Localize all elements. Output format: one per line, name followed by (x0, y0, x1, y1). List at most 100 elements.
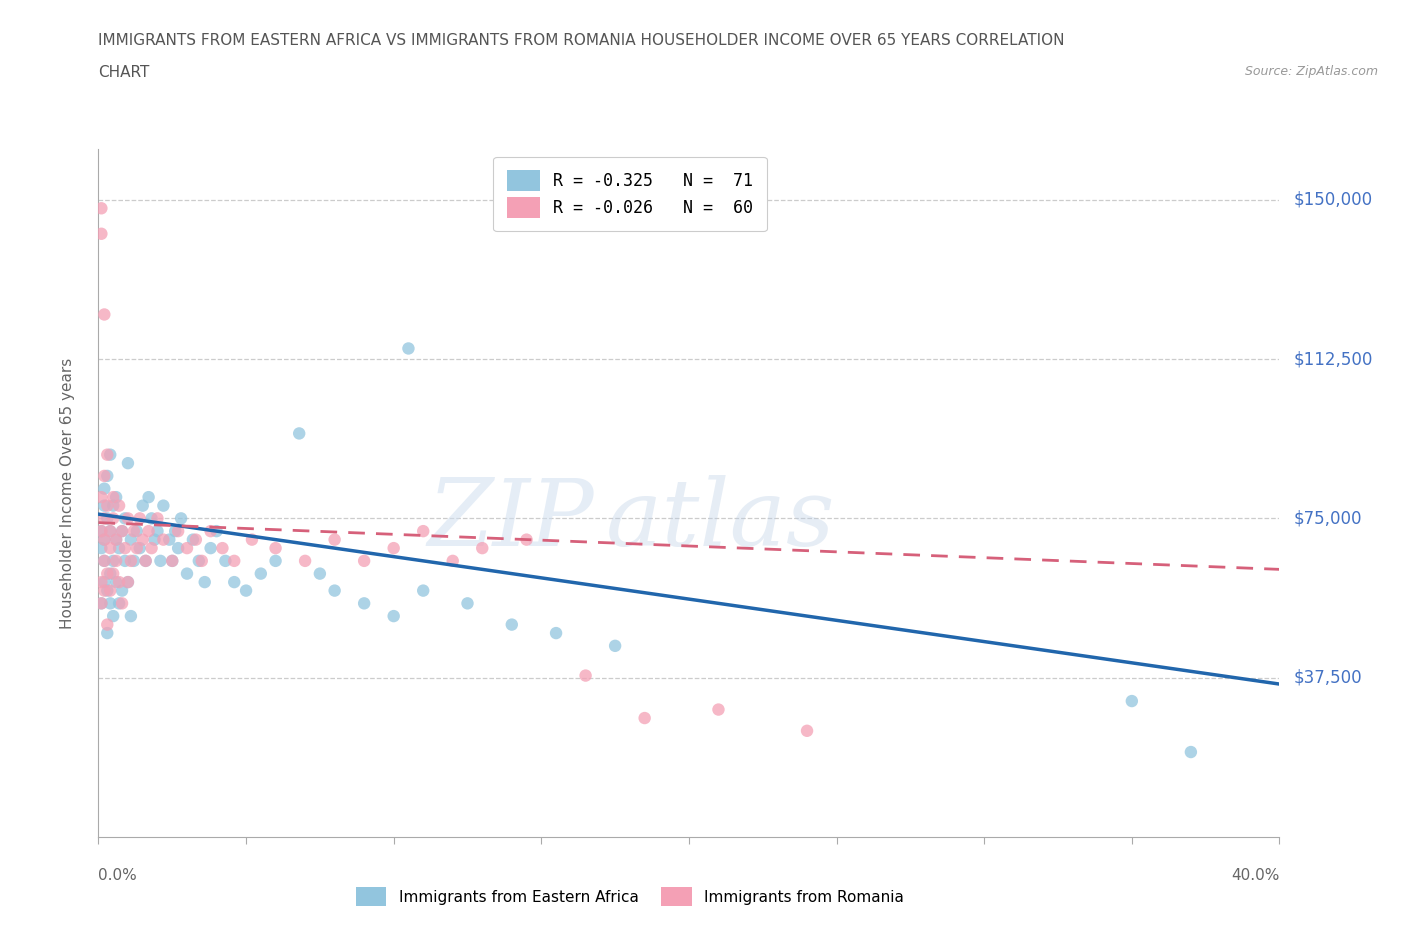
Text: CHART: CHART (98, 65, 150, 80)
Point (211, 540, 233, 555)
Point (138, 524, 160, 538)
Point (105, 553, 128, 568)
Point (205, 524, 228, 538)
Text: $150,000: $150,000 (1294, 191, 1372, 208)
Point (98, 524, 121, 538)
Point (323, 583, 346, 598)
Point (170, 511, 193, 525)
Point (114, 553, 136, 568)
Point (98, 447, 121, 462)
Point (125, 540, 148, 555)
Point (108, 575, 131, 590)
Point (98, 540, 121, 555)
Point (194, 575, 217, 590)
Point (93, 307, 115, 322)
Text: $112,500: $112,500 (1294, 350, 1372, 368)
Point (264, 540, 287, 555)
Point (162, 553, 183, 568)
Point (96, 566, 118, 581)
Point (105, 490, 128, 505)
Point (396, 341, 419, 356)
Point (117, 575, 139, 590)
Point (353, 553, 375, 568)
Point (93, 481, 115, 496)
Point (111, 524, 134, 538)
Point (382, 540, 405, 555)
Point (796, 724, 818, 738)
Point (132, 498, 155, 513)
Point (96, 511, 118, 525)
Point (138, 490, 160, 505)
Point (90, 201, 112, 216)
Point (111, 596, 134, 611)
Point (605, 638, 627, 653)
Point (90, 226, 112, 241)
Point (1121, 694, 1143, 709)
Point (471, 540, 494, 555)
Point (96, 447, 118, 462)
Point (141, 540, 163, 555)
Point (90, 524, 112, 538)
Point (128, 511, 150, 525)
Text: Source: ZipAtlas.com: Source: ZipAtlas.com (1244, 65, 1378, 78)
Point (96, 498, 118, 513)
Point (309, 566, 332, 581)
Point (288, 426, 311, 441)
Point (141, 511, 163, 525)
Point (120, 532, 142, 547)
Point (114, 540, 136, 555)
Text: ZIP: ZIP (427, 475, 595, 565)
Point (90, 540, 112, 555)
Text: atlas: atlas (606, 475, 835, 565)
Point (93, 511, 115, 525)
Point (98, 583, 121, 598)
Point (90, 490, 112, 505)
Point (90, 596, 112, 611)
Point (235, 583, 257, 598)
Point (93, 532, 115, 547)
Point (135, 553, 157, 568)
Point (93, 498, 115, 513)
Point (96, 469, 118, 484)
Point (515, 532, 537, 547)
Point (93, 575, 115, 590)
Point (200, 524, 222, 538)
Point (191, 553, 214, 568)
Point (574, 668, 596, 683)
Point (128, 540, 150, 555)
Point (264, 553, 287, 568)
Point (412, 524, 434, 538)
Point (120, 553, 142, 568)
Point (135, 553, 157, 568)
Point (90, 575, 112, 590)
Point (146, 511, 169, 525)
Point (108, 596, 131, 611)
Point (240, 532, 263, 547)
Point (98, 596, 121, 611)
Point (122, 524, 145, 538)
Point (93, 469, 115, 484)
Point (353, 596, 375, 611)
Point (162, 553, 183, 568)
Point (152, 532, 174, 547)
Legend: Immigrants from Eastern Africa, Immigrants from Romania: Immigrants from Eastern Africa, Immigran… (350, 881, 910, 912)
Point (1180, 745, 1202, 760)
Point (117, 575, 139, 590)
Point (103, 490, 125, 505)
Point (111, 524, 134, 538)
Point (117, 511, 139, 525)
Point (323, 532, 346, 547)
Point (152, 498, 174, 513)
Point (103, 553, 125, 568)
Point (176, 540, 198, 555)
Point (105, 532, 128, 547)
Point (93, 553, 115, 568)
Text: 40.0%: 40.0% (1232, 868, 1279, 883)
Point (125, 524, 148, 538)
Point (103, 498, 125, 513)
Point (143, 532, 166, 547)
Point (167, 524, 190, 538)
Point (157, 532, 180, 547)
Point (224, 553, 246, 568)
Point (114, 511, 136, 525)
